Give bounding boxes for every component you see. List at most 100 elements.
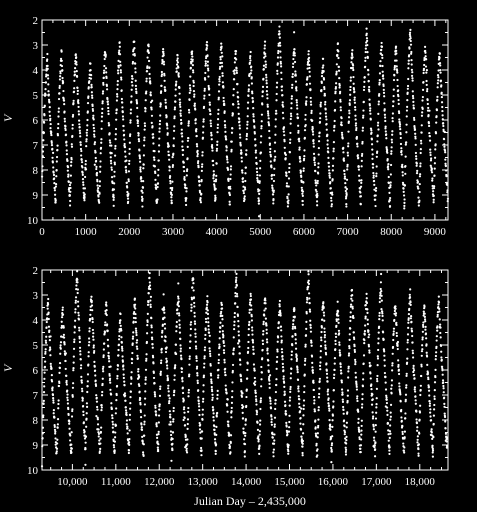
data-point: [323, 94, 327, 97]
data-point: [99, 165, 102, 168]
data-point: [147, 45, 150, 48]
data-point: [296, 366, 299, 369]
data-point: [265, 79, 268, 82]
data-point: [361, 393, 364, 396]
data-point: [66, 159, 69, 162]
data-point: [57, 407, 60, 410]
data-point: [296, 378, 300, 382]
data-point: [187, 108, 191, 112]
data-point: [364, 303, 367, 307]
data-point: [318, 392, 321, 396]
data-point: [283, 381, 286, 384]
data-point: [380, 41, 383, 45]
data-point: [315, 184, 318, 187]
data-point: [347, 116, 351, 119]
data-point: [84, 163, 87, 166]
data-point: [208, 93, 211, 96]
data-point: [156, 198, 159, 201]
data-point: [260, 371, 263, 374]
data-point: [367, 69, 370, 72]
data-point: [128, 159, 131, 163]
data-point: [361, 140, 364, 144]
data-point: [188, 111, 191, 114]
data-point: [130, 95, 133, 98]
data-point: [57, 399, 60, 402]
data-point: [164, 98, 167, 101]
data-point: [367, 73, 370, 76]
data-point: [152, 142, 155, 145]
data-point: [160, 351, 163, 354]
data-point: [95, 174, 98, 177]
x-tick-label: 14,000: [231, 476, 262, 488]
data-point: [70, 161, 73, 164]
data-point: [129, 133, 132, 136]
data-point: [76, 75, 79, 78]
data-point: [436, 313, 439, 316]
data-point: [55, 452, 58, 455]
data-point: [185, 190, 188, 193]
data-point: [416, 438, 419, 441]
data-point: [375, 155, 378, 158]
data-point: [75, 56, 78, 59]
top-panel-y-axis-label: V: [1, 113, 15, 122]
data-point: [314, 179, 317, 182]
data-point: [135, 329, 138, 332]
data-point: [207, 331, 211, 334]
data-point: [206, 67, 210, 70]
data-point: [252, 363, 256, 366]
data-point: [180, 358, 183, 361]
data-point: [247, 328, 250, 331]
data-point: [128, 413, 132, 416]
data-point: [347, 370, 350, 373]
data-point: [286, 185, 289, 188]
data-point: [207, 328, 210, 331]
data-point: [357, 417, 360, 421]
data-point: [374, 441, 377, 444]
data-point: [412, 369, 416, 372]
data-point: [250, 315, 253, 318]
data-point: [116, 80, 119, 83]
data-point: [166, 133, 169, 136]
data-point: [209, 352, 212, 355]
data-point: [332, 376, 336, 380]
data-point: [186, 168, 189, 171]
data-point: [102, 354, 105, 357]
data-point: [204, 78, 207, 81]
data-point: [158, 405, 161, 408]
data-point: [194, 328, 197, 331]
data-point: [185, 449, 188, 452]
data-point: [323, 92, 326, 95]
data-point: [84, 435, 88, 438]
data-point: [115, 108, 118, 111]
data-point: [333, 357, 337, 360]
data-point: [444, 420, 447, 423]
data-point: [313, 408, 316, 411]
data-point: [52, 166, 55, 169]
data-point: [412, 364, 415, 367]
data-point: [129, 121, 132, 124]
data-point: [283, 385, 286, 389]
data-point: [226, 398, 229, 401]
data-point: [398, 385, 401, 388]
data-point: [391, 117, 394, 120]
data-point: [409, 301, 412, 304]
data-point: [75, 63, 78, 66]
data-point: [374, 417, 378, 420]
data-point: [323, 330, 326, 334]
data-point: [226, 410, 229, 413]
data-point: [401, 174, 404, 177]
data-point: [77, 305, 80, 308]
data-point: [84, 175, 87, 179]
data-point: [143, 420, 146, 423]
data-point: [241, 417, 245, 420]
data-point: [95, 167, 98, 171]
data-point: [154, 395, 157, 398]
data-point: [354, 358, 357, 361]
data-point: [113, 182, 116, 185]
data-point: [67, 413, 70, 417]
data-point: [360, 438, 363, 441]
data-point: [259, 419, 262, 422]
data-point: [65, 374, 68, 377]
data-point: [111, 420, 114, 423]
data-point: [323, 327, 326, 330]
